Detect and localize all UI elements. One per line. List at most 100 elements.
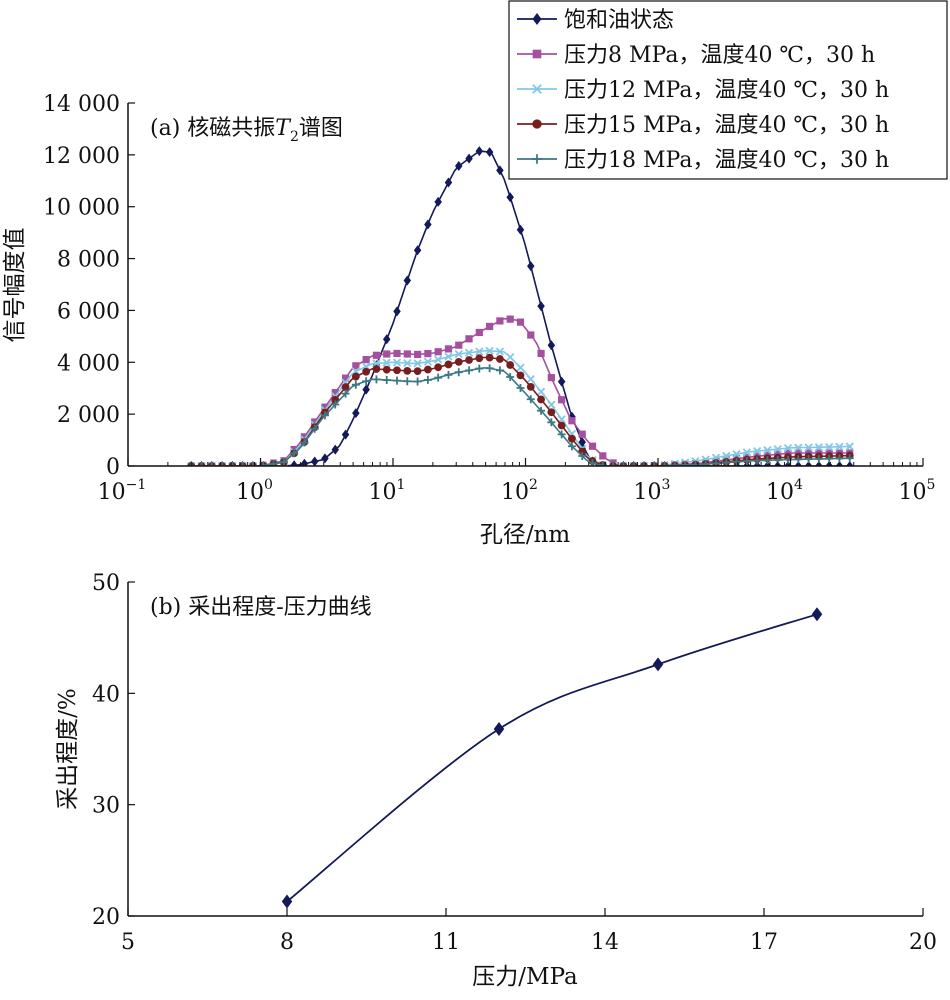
x-tick-label: 103 — [634, 477, 671, 505]
data-point — [496, 355, 504, 363]
data-point — [321, 453, 329, 464]
data-point — [794, 461, 803, 466]
data-point — [804, 461, 813, 466]
legend-label: 压力12 MPa，温度40 ℃，30 h — [564, 78, 889, 103]
legend-label: 压力18 MPa，温度40 ℃，30 h — [564, 148, 889, 173]
data-point — [321, 403, 329, 411]
data-point — [537, 406, 546, 415]
data-point — [465, 335, 473, 343]
data-point — [783, 443, 793, 453]
data-point — [403, 366, 412, 375]
data-point — [845, 461, 854, 466]
data-point — [526, 374, 535, 384]
data-point — [465, 356, 473, 364]
data-point — [362, 367, 371, 376]
y-tick-label: 14 000 — [43, 92, 120, 117]
data-point — [506, 192, 514, 203]
data-point — [506, 353, 515, 362]
data-point — [372, 365, 381, 373]
data-point — [811, 607, 823, 622]
x-tick-label: 100 — [236, 477, 273, 505]
data-point — [403, 350, 411, 358]
data-point — [599, 452, 607, 460]
data-point — [281, 894, 293, 909]
data-point — [311, 418, 319, 426]
data-point — [444, 370, 453, 379]
data-point — [351, 380, 360, 389]
data-point — [434, 373, 443, 382]
data-point — [403, 358, 412, 368]
data-point — [434, 363, 443, 372]
y-tick-label: 4 000 — [57, 351, 120, 376]
data-point — [454, 350, 463, 359]
data-point — [516, 384, 525, 393]
data-point — [465, 366, 474, 375]
data-point — [197, 462, 206, 466]
data-point — [393, 366, 401, 375]
x-tick-label: 5 — [121, 930, 135, 955]
data-point — [701, 460, 710, 466]
data-point — [300, 458, 309, 466]
data-point — [506, 361, 515, 369]
data-point — [310, 424, 319, 433]
data-point — [331, 444, 340, 455]
data-point — [454, 160, 463, 171]
data-point — [423, 375, 432, 384]
data-point — [238, 462, 247, 466]
data-point — [320, 411, 329, 420]
data-point — [835, 461, 844, 466]
x-tick-label: 20 — [909, 930, 937, 955]
data-point — [578, 451, 587, 460]
data-point — [485, 353, 494, 362]
data-point — [652, 657, 664, 672]
x-tick-label: 10−1 — [98, 477, 147, 505]
data-point — [516, 318, 525, 326]
data-point — [218, 462, 227, 466]
data-point — [496, 317, 504, 325]
data-point — [742, 457, 751, 466]
legend-label: 压力8 MPa，温度40 ℃，30 h — [564, 43, 875, 68]
data-point — [547, 408, 556, 417]
data-point — [413, 245, 422, 256]
data-point — [619, 462, 628, 466]
data-point — [444, 360, 453, 369]
data-point — [341, 374, 350, 382]
data-point — [341, 429, 350, 440]
data-point — [475, 328, 483, 337]
data-point — [568, 417, 576, 425]
data-point — [485, 147, 494, 158]
data-point — [506, 315, 514, 323]
data-point — [475, 146, 484, 157]
data-point — [228, 462, 237, 466]
data-point — [516, 224, 525, 235]
data-point — [434, 196, 442, 207]
y-ticks-a: 0 2 000 4 000 6 000 8 000 10 000 12 000 14 000 — [43, 92, 135, 480]
data-point — [423, 365, 432, 374]
legend-box-a — [508, 0, 948, 180]
data-point — [341, 383, 350, 392]
series-group-b — [281, 607, 823, 909]
data-point — [383, 350, 391, 358]
x-axis-title-b: 压力/MPa — [472, 964, 578, 990]
data-point — [403, 275, 412, 286]
data-point — [845, 442, 854, 451]
data-point — [835, 454, 844, 463]
data-point — [362, 377, 371, 386]
data-point — [444, 345, 453, 353]
data-point — [362, 384, 370, 395]
legend-label: 饱和油状态 — [564, 8, 674, 33]
data-point — [496, 165, 504, 176]
legend-marker — [532, 84, 542, 94]
data-point — [434, 348, 442, 356]
data-point — [382, 365, 391, 374]
data-point — [485, 346, 494, 356]
data-point — [393, 306, 401, 317]
legend-label: 压力15 MPa，温度40 ℃，30 h — [564, 113, 889, 138]
series-group-a — [187, 146, 854, 466]
data-point — [352, 408, 360, 419]
data-point — [567, 442, 576, 451]
data-point — [557, 430, 566, 439]
x-tick-label: 8 — [280, 930, 294, 955]
